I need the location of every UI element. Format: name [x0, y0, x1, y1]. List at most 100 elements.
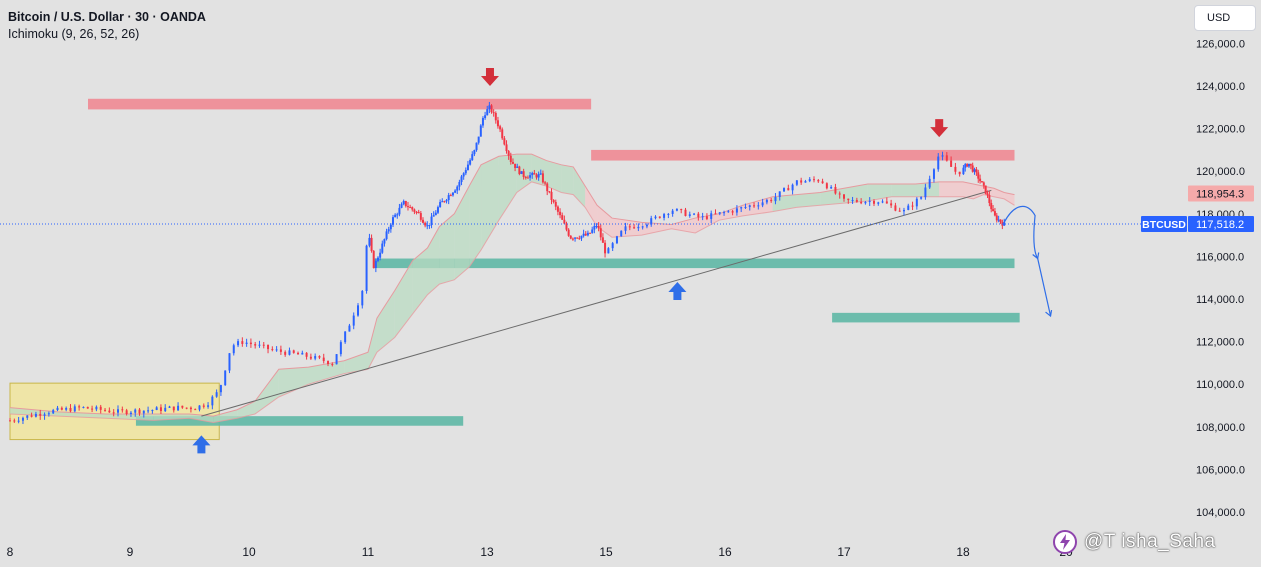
candle-body: [544, 182, 547, 184]
candle-body: [701, 216, 704, 218]
candle-body: [394, 214, 397, 218]
projection-arrowhead-icon: [1045, 309, 1053, 318]
currency-button[interactable]: USD: [1194, 5, 1256, 31]
candle-body: [765, 199, 768, 203]
candle-body: [582, 233, 585, 236]
down-arrow-icon[interactable]: [930, 119, 949, 138]
resistance-zone[interactable]: [88, 98, 592, 110]
candle-body: [99, 406, 102, 410]
symbol-title[interactable]: Bitcoin / U.S. Dollar · 30 · OANDA: [8, 10, 206, 24]
candle-body: [541, 173, 544, 183]
candle-body: [705, 216, 708, 219]
candle-body: [731, 211, 734, 213]
candle-body: [104, 409, 107, 411]
candle-body: [937, 156, 940, 170]
watermark-text: @T isha_Saha: [1084, 531, 1216, 552]
x-tick-label: 15: [599, 545, 613, 559]
candle-body: [505, 144, 508, 152]
candle-body: [327, 361, 330, 365]
candle-body: [69, 407, 72, 412]
candle-body: [241, 341, 244, 344]
candle-body: [537, 174, 540, 178]
up-arrow-icon[interactable]: [192, 435, 211, 454]
candle-body: [400, 204, 403, 208]
candle-body: [507, 151, 510, 156]
candle-body: [984, 185, 987, 194]
candle-body: [990, 203, 993, 210]
candle-body: [447, 195, 450, 201]
candle-body: [795, 180, 798, 185]
candle-body: [344, 331, 347, 343]
trendline-layer: [201, 189, 992, 417]
x-tick-label: 16: [718, 545, 732, 559]
y-tick-label: 126,000.0: [1196, 38, 1245, 50]
candle-body: [91, 408, 94, 410]
candle-body: [576, 237, 579, 239]
candle-body: [147, 410, 150, 412]
author-watermark: @T isha_Saha: [1052, 528, 1216, 556]
candle-body: [663, 214, 666, 218]
candle-body: [847, 198, 850, 201]
candle-body: [443, 201, 446, 203]
candle-body: [17, 420, 20, 422]
candle-body: [462, 173, 465, 177]
candle-body: [671, 210, 674, 214]
up-arrow-icon[interactable]: [668, 281, 687, 300]
candle-body: [561, 215, 564, 220]
cloud-segment: [641, 222, 672, 236]
candle-body: [902, 209, 905, 212]
y-tick-label: 112,000.0: [1196, 337, 1244, 349]
support-zone[interactable]: [373, 258, 1015, 269]
zones-layer: [9, 98, 1020, 441]
candle-body: [740, 207, 743, 209]
cloud-segment: [344, 352, 368, 374]
candle-body: [479, 125, 482, 137]
candle-body: [215, 392, 218, 397]
support-zone[interactable]: [832, 312, 1020, 323]
candle-body: [121, 409, 124, 411]
cloud-segment: [963, 181, 974, 199]
indicator-label[interactable]: Ichimoku (9, 26, 52, 26): [8, 27, 140, 41]
candle-body: [82, 406, 85, 408]
candle-body: [563, 219, 566, 224]
candle-body: [318, 356, 321, 358]
trendline[interactable]: [201, 189, 992, 417]
candle-body: [475, 142, 478, 151]
candle-body: [586, 232, 589, 236]
candle-body: [864, 201, 867, 204]
cloud-segment: [772, 194, 797, 212]
x-tick-label: 13: [480, 545, 494, 559]
candle-body: [693, 213, 696, 215]
cloud-segment: [412, 247, 428, 314]
candle-body: [314, 356, 317, 359]
down-arrow-icon[interactable]: [480, 68, 499, 86]
candle-body: [426, 225, 429, 227]
candle-body: [365, 245, 368, 291]
candle-body: [430, 216, 433, 226]
candle-body: [531, 172, 534, 176]
candle-body: [778, 191, 781, 198]
resistance-zone[interactable]: [591, 149, 1015, 161]
cloud-segment: [189, 414, 214, 423]
candle-body: [434, 212, 437, 216]
symbol-tag[interactable]: BTCUSD: [1141, 216, 1187, 233]
candle-body: [451, 192, 454, 196]
candle-body: [723, 212, 726, 214]
ref-price-tag[interactable]: 118,954.3: [1188, 185, 1254, 202]
axes-layer: 104,000.0 106,000.0 108,000.0 110,000.0 112,…: [7, 0, 1261, 567]
candle-body: [108, 410, 111, 413]
candle-body: [761, 202, 764, 206]
candle-body: [684, 209, 687, 216]
projection-path[interactable]: [1003, 205, 1052, 317]
candle-body: [727, 211, 730, 213]
candle-body: [177, 405, 180, 411]
candle-body: [396, 214, 399, 216]
support-zone[interactable]: [135, 416, 464, 426]
candle-body: [78, 406, 81, 408]
price-axis[interactable]: [1186, 0, 1261, 567]
cloud-segment: [796, 192, 821, 208]
candle-body: [595, 225, 598, 227]
current-price-tag[interactable]: 117,518.2: [1188, 216, 1254, 233]
